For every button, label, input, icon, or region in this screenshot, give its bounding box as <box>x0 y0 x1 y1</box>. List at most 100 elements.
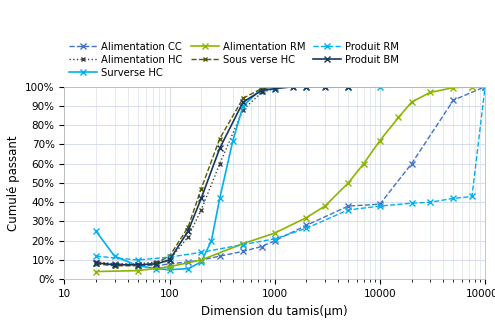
Alimentation CC <box>185 260 191 264</box>
Alimentation HC <box>272 87 278 91</box>
Alimentation RM <box>166 265 172 269</box>
Produit BM <box>303 85 309 89</box>
Produit RM <box>93 254 99 258</box>
Alimentation HC <box>258 91 264 94</box>
Produit RM <box>198 250 204 254</box>
Alimentation CC <box>111 262 117 266</box>
Produit RM <box>166 255 172 259</box>
Surverse HC <box>198 260 204 264</box>
Produit BM <box>153 262 159 266</box>
Surverse HC <box>185 267 191 271</box>
Alimentation CC <box>217 254 223 258</box>
Produit BM <box>240 100 246 104</box>
Alimentation HC <box>346 85 351 89</box>
Alimentation HC <box>153 260 159 264</box>
Alimentation HC <box>217 162 223 166</box>
Alimentation CC <box>153 264 159 268</box>
Sous verse HC <box>217 137 223 141</box>
Sous verse HC <box>303 85 309 89</box>
Produit RM <box>346 208 351 212</box>
Alimentation RM <box>450 86 456 90</box>
Produit RM <box>303 226 309 230</box>
Sous verse HC <box>185 225 191 229</box>
Surverse HC <box>377 85 383 89</box>
Alimentation RM <box>93 270 99 273</box>
Produit BM <box>93 261 99 265</box>
Alimentation CC <box>93 261 99 265</box>
Alimentation HC <box>198 208 204 212</box>
Alimentation CC <box>377 202 383 206</box>
Produit RM <box>427 200 433 204</box>
Surverse HC <box>153 267 159 271</box>
Alimentation HC <box>290 85 296 89</box>
Line: Alimentation CC: Alimentation CC <box>93 84 488 269</box>
Alimentation RM <box>272 231 278 235</box>
Alimentation RM <box>396 116 401 119</box>
Alimentation RM <box>361 162 367 166</box>
Produit BM <box>346 85 351 89</box>
Alimentation CC <box>198 258 204 262</box>
Produit RM <box>482 85 488 89</box>
Alimentation RM <box>198 258 204 262</box>
Alimentation RM <box>427 91 433 94</box>
Surverse HC <box>240 104 246 108</box>
Alimentation CC <box>240 249 246 253</box>
Sous verse HC <box>322 85 328 89</box>
Alimentation RM <box>469 85 475 89</box>
Produit BM <box>217 146 223 150</box>
Produit BM <box>198 196 204 200</box>
Produit RM <box>377 204 383 208</box>
Surverse HC <box>111 254 117 258</box>
Surverse HC <box>217 196 223 200</box>
Alimentation CC <box>450 98 456 102</box>
Alimentation HC <box>322 85 328 89</box>
Alimentation HC <box>303 85 309 89</box>
Alimentation HC <box>135 262 141 266</box>
Alimentation HC <box>166 258 172 262</box>
Alimentation CC <box>135 263 141 267</box>
Alimentation CC <box>258 245 264 248</box>
Sous verse HC <box>258 87 264 91</box>
Alimentation RM <box>303 216 309 220</box>
Alimentation CC <box>482 85 488 89</box>
Surverse HC <box>303 85 309 89</box>
Alimentation HC <box>185 235 191 239</box>
Alimentation RM <box>322 204 328 208</box>
Sous verse HC <box>346 85 351 89</box>
Surverse HC <box>93 229 99 233</box>
Sous verse HC <box>166 254 172 258</box>
Alimentation RM <box>408 100 414 104</box>
Produit BM <box>322 85 328 89</box>
Alimentation HC <box>111 262 117 266</box>
Legend: Alimentation CC, Alimentation HC, Surverse HC, Alimentation RM, Sous verse HC, P: Alimentation CC, Alimentation HC, Surver… <box>69 42 399 78</box>
Surverse HC <box>272 85 278 89</box>
Produit BM <box>135 263 141 267</box>
Y-axis label: Cumulé passant: Cumulé passant <box>6 135 20 231</box>
X-axis label: Dimension du tamis(μm): Dimension du tamis(μm) <box>201 305 348 317</box>
Alimentation CC <box>303 223 309 227</box>
Alimentation RM <box>346 181 351 185</box>
Alimentation HC <box>240 108 246 112</box>
Produit RM <box>272 237 278 241</box>
Sous verse HC <box>93 262 99 266</box>
Line: Produit RM: Produit RM <box>93 84 488 263</box>
Alimentation CC <box>272 239 278 243</box>
Surverse HC <box>208 239 214 243</box>
Line: Sous verse HC: Sous verse HC <box>94 85 350 268</box>
Alimentation CC <box>346 204 351 208</box>
Produit BM <box>166 258 172 262</box>
Line: Surverse HC: Surverse HC <box>93 84 488 273</box>
Produit RM <box>408 201 414 205</box>
Produit BM <box>111 263 117 267</box>
Surverse HC <box>482 85 488 89</box>
Alimentation HC <box>93 260 99 264</box>
Produit BM <box>272 87 278 91</box>
Surverse HC <box>166 268 172 272</box>
Surverse HC <box>135 264 141 268</box>
Alimentation RM <box>240 242 246 246</box>
Sous verse HC <box>111 264 117 268</box>
Alimentation RM <box>482 85 488 89</box>
Surverse HC <box>258 87 264 91</box>
Produit RM <box>450 196 456 200</box>
Line: Alimentation HC: Alimentation HC <box>94 85 350 266</box>
